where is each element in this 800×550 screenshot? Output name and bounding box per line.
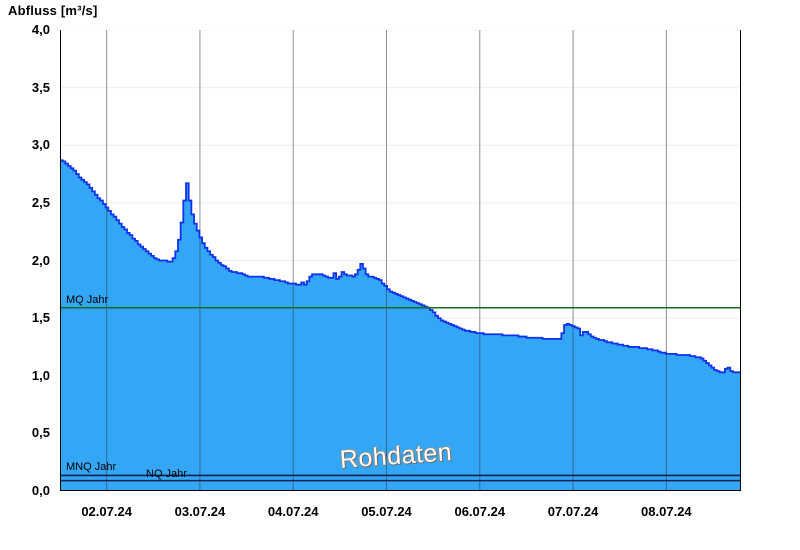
y-tick-label: 0,0 xyxy=(31,483,50,498)
y-tick-label: 1,0 xyxy=(31,367,50,383)
x-tick-label: 02.07.24 xyxy=(81,504,132,519)
x-tick-label: 03.07.24 xyxy=(174,504,226,519)
y-tick-label: 3,5 xyxy=(31,79,50,95)
x-tick-label: 06.07.24 xyxy=(454,504,506,519)
x-tick-label: 04.07.24 xyxy=(267,504,319,519)
hydrograph-svg xyxy=(60,30,741,491)
threshold-label-nq-jahr: NQ Jahr xyxy=(146,467,187,480)
y-tick-label: 4,0 xyxy=(31,22,50,37)
page-title: Abfluss [m³/s] xyxy=(8,3,98,18)
plot-area xyxy=(60,30,741,491)
x-tick-label: 05.07.24 xyxy=(361,504,412,519)
discharge-area xyxy=(60,160,741,491)
x-tick-label: 07.07.24 xyxy=(547,504,599,519)
discharge-line xyxy=(60,159,741,491)
y-tick-label: 2,0 xyxy=(31,252,50,268)
y-tick-label: 3,0 xyxy=(31,137,50,153)
y-tick-label: 0,5 xyxy=(31,425,50,441)
threshold-label-mq-jahr: MQ Jahr xyxy=(66,293,109,306)
y-tick-label: 1,5 xyxy=(31,310,50,326)
threshold-label-mnq-jahr: MNQ Jahr xyxy=(66,461,117,474)
y-tick-label: 2,5 xyxy=(31,194,50,210)
x-tick-label: 08.07.24 xyxy=(641,504,692,519)
